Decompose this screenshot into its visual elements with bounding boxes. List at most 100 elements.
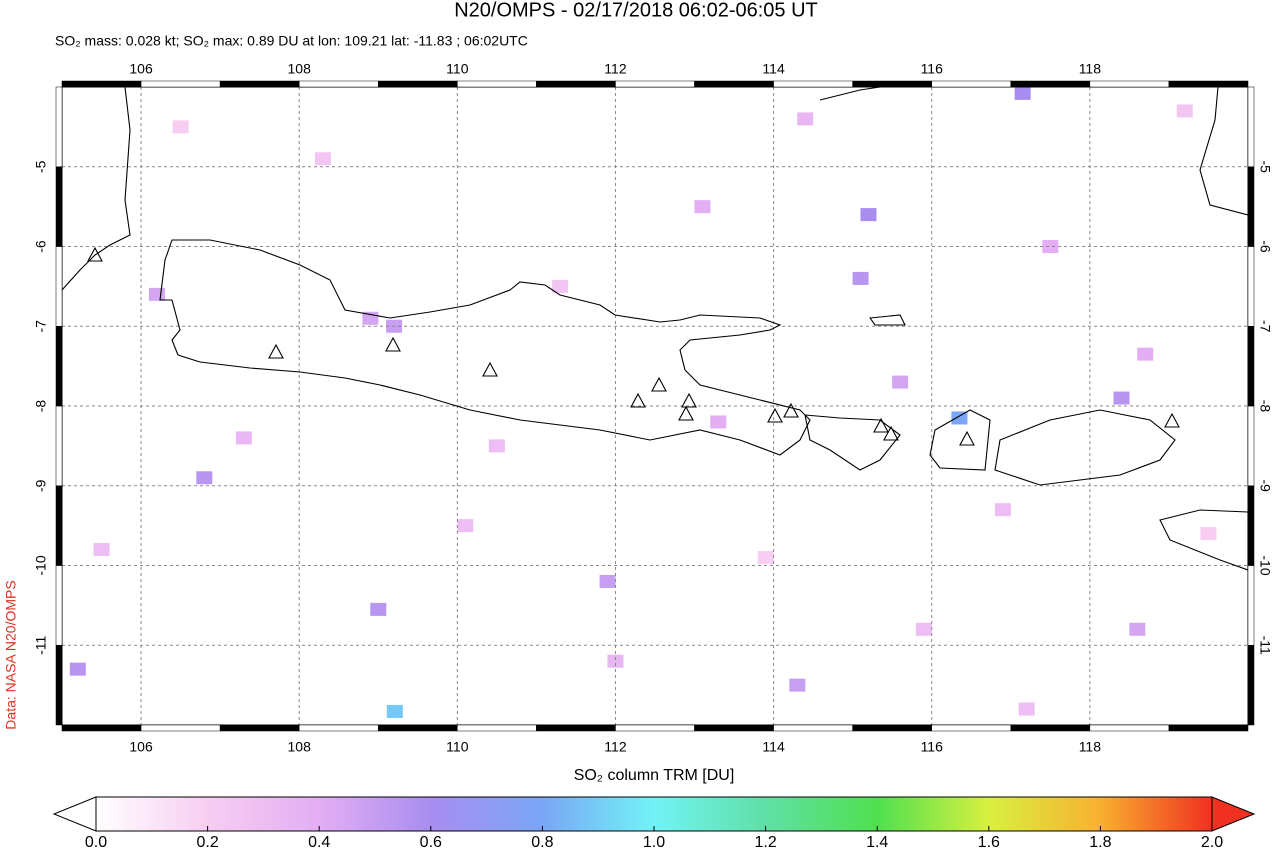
frame-bar [615, 724, 695, 732]
frame-bar [1168, 724, 1249, 732]
volcano [959, 430, 975, 446]
so2-pixel [789, 678, 806, 692]
frame-bar [457, 724, 537, 732]
y-tick-label: -8 [1257, 400, 1272, 413]
so2-pixel [1137, 347, 1154, 361]
so2-pixel [852, 271, 869, 285]
colorbar [95, 796, 1213, 832]
volcano [651, 376, 667, 392]
so2-pixel [93, 543, 110, 557]
colorbar-tick-label: 1.8 [1089, 834, 1111, 851]
frame-bar [1010, 80, 1091, 88]
y-tick-label: -11 [33, 635, 49, 654]
volcano [678, 405, 694, 421]
frame-bar [1247, 485, 1255, 566]
so2-pixel [1129, 622, 1146, 636]
y-tick-label: -9 [1257, 480, 1272, 493]
so2-pixel [892, 375, 909, 389]
y-tick-label: -11 [1257, 636, 1272, 655]
frame-bar [852, 80, 932, 88]
frame-bar [55, 405, 63, 486]
frame-bar [1247, 405, 1255, 486]
frame-bar [1089, 724, 1170, 732]
frame-bar [536, 724, 616, 732]
frame-bar [457, 80, 537, 88]
volcano [482, 361, 498, 377]
so2-pixel [607, 654, 624, 668]
so2-pixel [860, 208, 877, 222]
frame-bar [773, 80, 853, 88]
frame-bar [1247, 645, 1255, 726]
x-tick-label: 112 [604, 739, 627, 755]
so2-pixel [1200, 527, 1217, 541]
colorbar-arrow-low [52, 796, 97, 832]
coastline [159, 239, 811, 456]
colorbar-tick-label: 1.0 [643, 834, 665, 851]
frame-bar [55, 565, 63, 646]
so2-pixel [1113, 391, 1130, 405]
y-tick-label: -7 [33, 320, 49, 333]
x-tick-label: 114 [762, 739, 785, 755]
coastline [929, 409, 991, 471]
x-tick-label: 118 [1079, 61, 1102, 77]
frame-bar [55, 246, 63, 327]
volcanoes [87, 246, 1180, 446]
volcano [630, 392, 646, 408]
x-tick-label: 108 [288, 61, 312, 77]
subtitle: SO₂ mass: 0.028 kt; SO₂ max: 0.89 DU at … [55, 33, 528, 49]
so2-pixel [552, 279, 569, 293]
y-tick-label: -6 [1257, 240, 1272, 253]
grid: 106 106 108 108 110 110 112 112 114 114 116 116 118 1… [33, 61, 1272, 755]
so2-pixel [314, 152, 331, 166]
frame-bar [140, 724, 221, 732]
y-tick-label: -5 [33, 160, 49, 173]
x-tick-label: 114 [762, 61, 785, 77]
frame-bar [61, 724, 142, 732]
colorbar-tick-label: 0.6 [420, 834, 442, 851]
volcano [783, 402, 799, 418]
frame-bar [378, 724, 458, 732]
frame-bar [298, 80, 379, 88]
frame-bar [55, 166, 63, 247]
colorbar-tick-label: 1.6 [978, 834, 1000, 851]
colorbar-tick-label: 1.2 [754, 834, 776, 851]
frame-bar [219, 724, 300, 732]
coastline [1199, 87, 1248, 216]
frame-bar [931, 80, 1012, 88]
volcano [883, 425, 899, 441]
frame-bar [61, 80, 142, 88]
frame-bar [773, 724, 853, 732]
frame-bar [1089, 80, 1170, 88]
colorbar-label: SO₂ column TRM [DU] [574, 767, 735, 784]
volcano [873, 417, 889, 433]
coastlines [62, 87, 1248, 571]
y-tick-label: -10 [1257, 555, 1272, 575]
so2-pixel [69, 662, 86, 676]
y-tick-label: -8 [33, 400, 49, 413]
frame-bar [694, 724, 774, 732]
so2-pixel [797, 112, 814, 126]
so2-pixel [1042, 240, 1059, 253]
so2-pixel [710, 415, 727, 429]
so2-pixel [488, 439, 505, 453]
volcano [1164, 412, 1180, 428]
coastline [994, 409, 1176, 486]
frame-bar [852, 724, 932, 732]
so2-pixel [915, 622, 932, 636]
so2-pixel [148, 287, 165, 301]
colorbar-tick-label: 0.4 [308, 834, 330, 851]
x-tick-label: 106 [129, 739, 153, 755]
frame-bar [55, 86, 63, 167]
frame-bar [55, 326, 63, 407]
frame-bar [931, 724, 1012, 732]
frame-bar [1247, 565, 1255, 646]
frame-bar [536, 80, 616, 88]
so2-pixel [1176, 104, 1193, 118]
colorbar-tick-label: 0.2 [196, 834, 218, 851]
frame-bars [55, 80, 1255, 732]
frame-bar [55, 645, 63, 726]
x-tick-label: 116 [921, 61, 944, 77]
y-tick-label: -7 [1257, 320, 1272, 333]
colorbar-tick-label: 0.8 [531, 834, 553, 851]
